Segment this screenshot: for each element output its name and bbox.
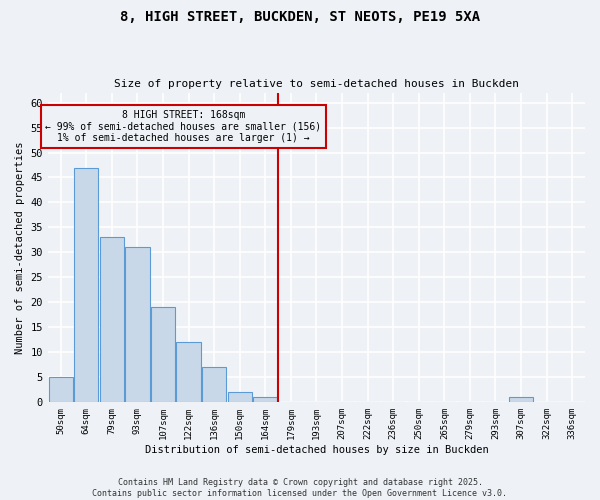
Bar [202, 368, 226, 402]
Bar [49, 378, 73, 402]
Bar [100, 238, 124, 402]
Bar [227, 392, 252, 402]
Bar [253, 398, 277, 402]
Text: 8, HIGH STREET, BUCKDEN, ST NEOTS, PE19 5XA: 8, HIGH STREET, BUCKDEN, ST NEOTS, PE19 … [120, 10, 480, 24]
Bar [74, 168, 98, 402]
Bar [151, 308, 175, 402]
Text: Contains HM Land Registry data © Crown copyright and database right 2025.
Contai: Contains HM Land Registry data © Crown c… [92, 478, 508, 498]
Text: 8 HIGH STREET: 168sqm
← 99% of semi-detached houses are smaller (156)
1% of semi: 8 HIGH STREET: 168sqm ← 99% of semi-deta… [46, 110, 322, 143]
Bar [509, 398, 533, 402]
Bar [176, 342, 201, 402]
Bar [125, 248, 149, 402]
Title: Size of property relative to semi-detached houses in Buckden: Size of property relative to semi-detach… [114, 79, 519, 89]
Y-axis label: Number of semi-detached properties: Number of semi-detached properties [15, 141, 25, 354]
X-axis label: Distribution of semi-detached houses by size in Buckden: Distribution of semi-detached houses by … [145, 445, 488, 455]
